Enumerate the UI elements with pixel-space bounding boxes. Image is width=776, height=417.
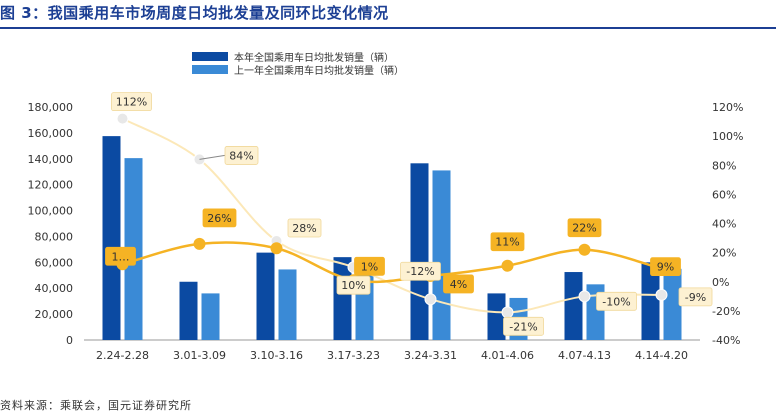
- yoy-label-4: 10%: [341, 279, 365, 292]
- yoy-label-box-6: [503, 316, 544, 336]
- legend-label-1: 本年全国乘用车日均批发销量（辆）: [234, 51, 394, 64]
- yoy-line: [122, 117, 662, 314]
- yoy-label-5: -12%: [406, 265, 434, 278]
- y-left-tick-label: 20,000: [35, 308, 74, 321]
- yoy-marker-6: [501, 306, 514, 319]
- x-tick-label: 4.07-4.13: [558, 349, 611, 362]
- y-right-tick-label: 100%: [712, 130, 743, 143]
- mom-label-6: 11%: [495, 236, 519, 249]
- bar-previous-8: [663, 268, 682, 340]
- mom-label-4: 1%: [361, 260, 378, 273]
- y-left-tick-label: 40,000: [35, 282, 74, 295]
- bar-current-3: [256, 252, 275, 340]
- axes: 0 20,000 40,000 60,000 80,000 100,000 120,000 1…: [28, 101, 744, 362]
- yoy-label-7: -10%: [602, 295, 630, 308]
- bar-current-6: [487, 293, 506, 340]
- legend-swatch-1: [192, 52, 228, 61]
- x-tick-label: 3.17-3.23: [327, 349, 380, 362]
- y-left-tick-label: 160,000: [28, 127, 74, 140]
- yoy-label-8: -9%: [685, 291, 706, 304]
- mom-marker-6: [501, 259, 514, 272]
- mom-label-box-8: [650, 257, 681, 277]
- yoy-label-box-8: [678, 287, 713, 307]
- yoy-label-box-1: [111, 92, 152, 112]
- mom-label-5: 4%: [450, 278, 467, 291]
- x-tick-label: 3.24-3.31: [404, 349, 457, 362]
- bar-current-1: [102, 136, 121, 340]
- x-tick-label: 4.14-4.20: [635, 349, 688, 362]
- mom-label-box-2: [202, 208, 237, 228]
- yoy-leader-2: [199, 154, 226, 160]
- x-tick-label: 4.01-4.06: [481, 349, 534, 362]
- yoy-label-6: -21%: [509, 320, 537, 333]
- bars: [102, 136, 682, 340]
- mom-label-box-6: [490, 232, 525, 252]
- legend-label-2: 上一年全国乘用车日均批发销量（辆）: [234, 64, 404, 77]
- y-right-tick-label: 120%: [712, 101, 743, 114]
- mom-line: [122, 241, 662, 284]
- title-rule: [0, 27, 776, 29]
- y-right-tick-label: 60%: [712, 188, 736, 201]
- yoy-label-box-7: [596, 291, 637, 311]
- y-right-tick-label: -20%: [712, 305, 740, 318]
- x-tick-label: 3.01-3.09: [173, 349, 226, 362]
- yoy-label-box-3: [287, 218, 322, 238]
- y-left-tick-label: 100,000: [28, 205, 74, 218]
- mom-label-box-1: [105, 246, 136, 266]
- mom-label-7: 22%: [572, 222, 596, 235]
- yoy-label-box-5: [400, 261, 441, 281]
- y-left-tick-label: 140,000: [28, 153, 74, 166]
- yoy-label-3: 28%: [292, 222, 316, 235]
- legend: 本年全国乘用车日均批发销量（辆）上一年全国乘用车日均批发销量（辆）: [192, 51, 404, 77]
- y-right-tick-label: 40%: [712, 218, 736, 231]
- bar-current-2: [179, 281, 198, 340]
- mom-label-box-4: [354, 256, 385, 276]
- yoy-label-2: 84%: [229, 149, 253, 162]
- lines: [116, 112, 668, 319]
- legend-swatch-2: [192, 65, 228, 74]
- y-right-tick-label: 20%: [712, 247, 736, 260]
- yoy-label-box-4: [336, 275, 371, 295]
- mom-label-8: 9%: [657, 261, 674, 274]
- mom-label-box-5: [443, 274, 474, 294]
- bar-current-8: [641, 262, 660, 340]
- x-tick-label: 2.24-2.28: [96, 349, 149, 362]
- bar-current-5: [410, 163, 429, 340]
- y-right-tick-label: 80%: [712, 159, 736, 172]
- y-left-tick-label: 180,000: [28, 101, 74, 114]
- yoy-marker-8: [655, 288, 668, 301]
- data-labels: 112% 84% 28% 10% -12% -21% -10% -9% 1… 26% 1% 4% 11%…: [105, 92, 713, 336]
- yoy-marker-5: [424, 293, 437, 306]
- mom-marker-2: [193, 237, 206, 250]
- source-note: 资料来源：乘联会，国元证券研究所: [0, 399, 192, 412]
- y-right-tick-label: -40%: [712, 334, 740, 347]
- yoy-label-box-2: [224, 146, 259, 165]
- bar-previous-2: [201, 293, 220, 340]
- yoy-label-1: 112%: [116, 96, 147, 109]
- mom-label-1: 1…: [112, 250, 130, 263]
- x-tick-label: 3.10-3.16: [250, 349, 303, 362]
- y-left-tick-label: 120,000: [28, 179, 74, 192]
- bar-previous-5: [432, 170, 451, 340]
- yoy-marker-1: [116, 112, 129, 125]
- yoy-marker-7: [578, 290, 591, 303]
- chart: 本年全国乘用车日均批发销量（辆）上一年全国乘用车日均批发销量（辆） 0 20,00…: [28, 51, 744, 362]
- bar-current-7: [564, 272, 583, 340]
- mom-marker-7: [578, 243, 591, 256]
- mom-label-box-7: [567, 218, 602, 238]
- bar-previous-3: [278, 269, 297, 340]
- mom-label-2: 26%: [207, 212, 231, 225]
- y-left-tick-label: 60,000: [35, 256, 74, 269]
- y-right-tick-label: 0%: [712, 276, 729, 289]
- y-left-tick-label: 80,000: [35, 230, 74, 243]
- figure-title: 图 3：我国乘用车市场周度日均批发量及同环比变化情况: [0, 4, 389, 22]
- mom-marker-3: [270, 242, 283, 255]
- y-left-tick-label: 0: [66, 334, 73, 347]
